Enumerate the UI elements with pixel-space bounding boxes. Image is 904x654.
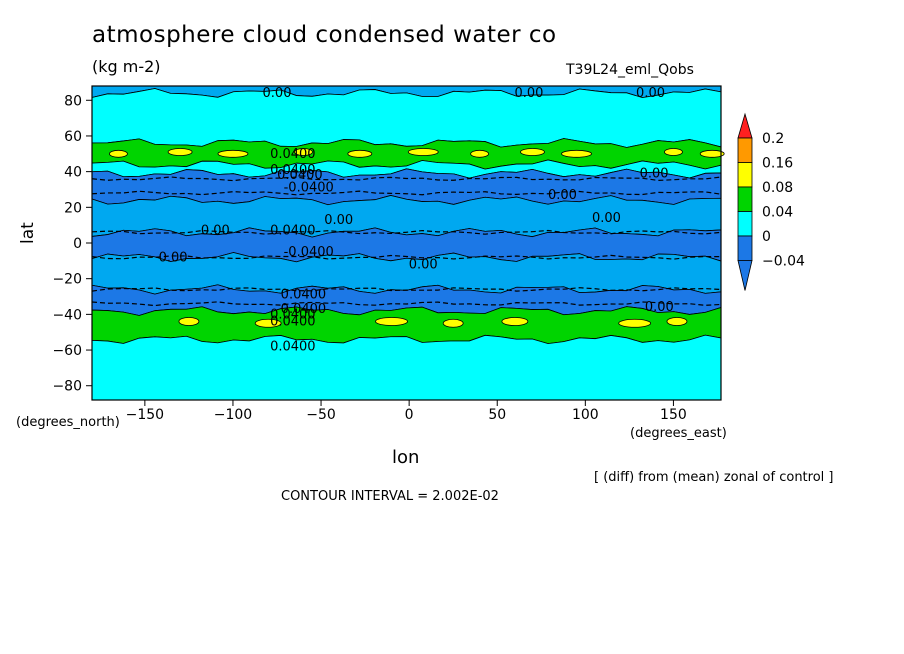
colorbar-label: 0 <box>762 229 771 245</box>
yellow-patch <box>167 148 193 156</box>
x-tick-label: 150 <box>660 407 687 423</box>
yellow-patch <box>109 149 128 158</box>
yellow-patch <box>470 149 490 158</box>
yellow-patch <box>664 148 683 156</box>
colorbar-segment <box>737 162 753 188</box>
y-tick-label: 0 <box>73 236 82 252</box>
x-tick-label: 100 <box>572 407 599 423</box>
contour-label: 0.00 <box>548 188 577 203</box>
negative-contour <box>91 229 722 235</box>
negative-contour <box>91 190 722 196</box>
x-tick-label: −100 <box>214 407 252 423</box>
colorbar-label: 0.08 <box>762 180 793 196</box>
yellow-patch <box>347 149 373 158</box>
chart-title: atmosphere cloud condensed water co <box>92 22 557 48</box>
contour-label: 0.00 <box>514 86 543 101</box>
y-tick-label: −20 <box>52 272 82 288</box>
contour-label: 0.0400 <box>270 339 316 354</box>
y-tick-label: 80 <box>64 93 82 109</box>
contour-label: 0.0400 <box>281 302 327 317</box>
zonal-band <box>91 195 722 238</box>
yellow-patch <box>375 317 408 326</box>
contour-label: 0.00 <box>201 224 230 239</box>
chart-units: (kg m-2) <box>92 57 161 76</box>
contour-label: 0.0400 <box>270 147 316 162</box>
yellow-patch <box>666 317 688 326</box>
y-tick-label: 40 <box>64 165 82 181</box>
run-label: T39L24_eml_Qobs <box>566 62 694 78</box>
colorbar-label: 0.2 <box>762 131 784 147</box>
contour-label: 0.00 <box>636 86 665 101</box>
colorbar-segment <box>737 235 753 261</box>
yellow-patch <box>561 149 592 158</box>
contour-label: 0.00 <box>324 213 353 228</box>
colorbar-bottom-arrow <box>737 260 753 291</box>
contour-label: 0.0400 <box>281 288 327 303</box>
contour-label: -0.0400 <box>284 181 334 196</box>
contour-label: 0.0400 <box>270 163 316 178</box>
x-tick-label: 50 <box>488 407 506 423</box>
contour-label: 0.0400 <box>270 307 316 322</box>
y-tick-label: −80 <box>52 379 82 395</box>
x-axis-label: lon <box>392 447 420 468</box>
yellow-patch <box>178 317 200 326</box>
colorbar-label: 0.04 <box>762 205 793 221</box>
contour-label: 0.00 <box>159 250 188 265</box>
yellow-patch <box>254 318 282 328</box>
y-tick-label: 20 <box>64 200 82 216</box>
negative-contour <box>91 254 722 260</box>
x-tick-label: −150 <box>126 407 164 423</box>
yellow-patch <box>520 148 545 156</box>
x-tick-label: −50 <box>306 407 336 423</box>
colorbar-segment <box>737 211 753 237</box>
yellow-patch <box>699 149 725 158</box>
contour-label: 0.0400 <box>277 168 323 183</box>
contour-label: 0.0400 <box>270 315 316 330</box>
colorbar-segment <box>737 186 753 212</box>
colorbar-top-arrow <box>737 112 753 139</box>
negative-contour <box>91 176 722 182</box>
y-tick-label: −60 <box>52 343 82 359</box>
zonal-band <box>91 88 722 148</box>
contour-label: -0.0400 <box>284 245 334 260</box>
zonal-band <box>91 334 722 401</box>
difference-note: [ (diff) from (mean) zonal of control ] <box>594 470 834 485</box>
colorbar-label: −0.04 <box>762 254 805 270</box>
y-tick-label: 60 <box>64 129 82 145</box>
contour-interval: CONTOUR INTERVAL = 2.002E-02 <box>281 489 499 504</box>
y-tick-label: −40 <box>52 307 82 323</box>
contour-label: 0.00 <box>409 257 438 272</box>
x-tick-label: 0 <box>405 407 414 423</box>
yellow-patch <box>618 318 652 328</box>
contour-label: 0.00 <box>640 166 669 181</box>
yellow-patch <box>442 318 464 328</box>
y-axis-unit: (degrees_north) <box>16 415 120 430</box>
contour-label: 0.0400 <box>270 224 316 239</box>
yellow-patch <box>294 148 313 156</box>
x-axis-unit: (degrees_east) <box>630 426 727 441</box>
negative-contour <box>91 287 722 292</box>
contour-label: 0.00 <box>645 300 674 315</box>
colorbar-segment <box>737 137 753 163</box>
negative-contour <box>91 301 722 307</box>
contour-label: 0.00 <box>263 86 292 101</box>
yellow-patch <box>501 317 529 326</box>
colorbar-label: 0.16 <box>762 156 793 172</box>
yellow-patch <box>217 149 249 158</box>
yellow-patch <box>407 148 439 156</box>
contour-label: 0.00 <box>592 211 621 226</box>
